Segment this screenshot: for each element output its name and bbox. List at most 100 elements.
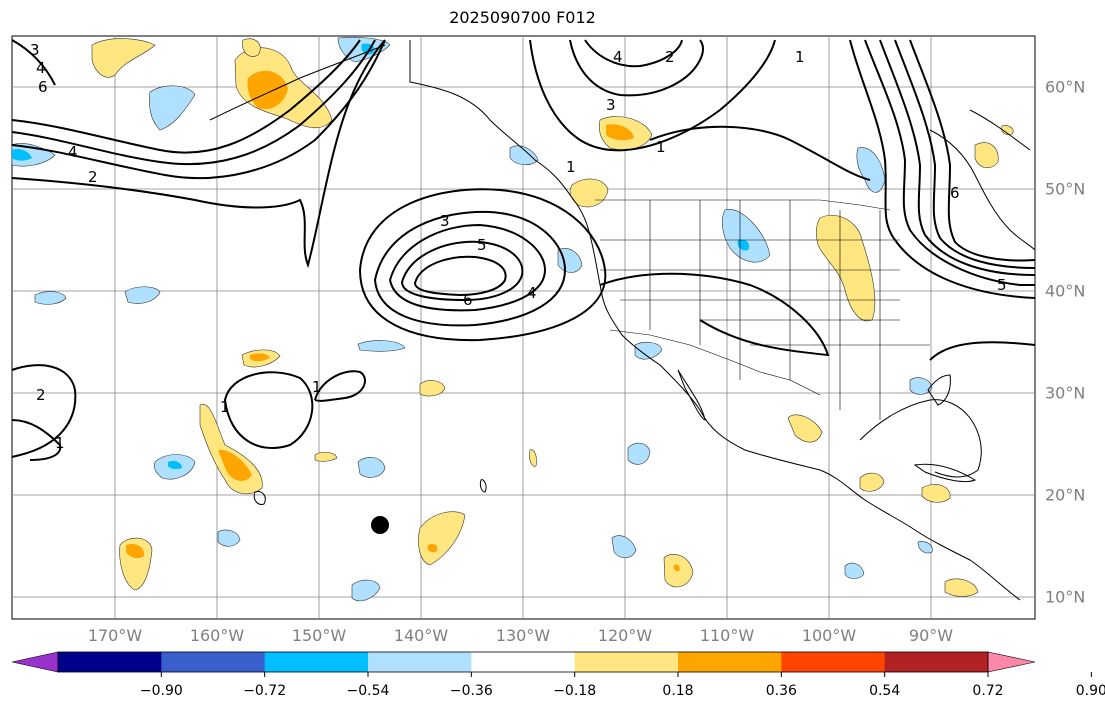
contour-label: 4 [527, 284, 537, 302]
negative-patch-core [737, 239, 750, 251]
colorbar-tick-label: 0.72 [972, 683, 1004, 699]
contour-label: 5 [477, 236, 487, 254]
contour [569, 39, 704, 97]
borders [595, 199, 930, 420]
negative-patch [917, 541, 933, 554]
contour [358, 188, 607, 342]
baja-coast [677, 369, 706, 421]
contour [11, 39, 376, 166]
north-america-coast [409, 40, 1021, 601]
cuba [913, 463, 977, 483]
colorbar-tick-label: 0.18 [662, 683, 694, 699]
negative-patch [634, 341, 663, 360]
lat-label: 50°N [1045, 179, 1086, 199]
lon-label: 120°W [597, 626, 653, 645]
negative-patch [721, 209, 771, 263]
positive-patch [242, 38, 261, 57]
colorbar-tick-label: −0.18 [553, 683, 597, 699]
negative-patch [611, 535, 637, 559]
contour-label: 2 [36, 386, 46, 404]
positive-patch [921, 484, 951, 503]
positive-patch [1001, 125, 1014, 135]
contour-lines [11, 39, 1036, 461]
contour-label: 1 [566, 158, 576, 176]
negative-patch [34, 291, 67, 305]
anomaly-patches [11, 36, 1014, 602]
colorbar-tick-label: 0.36 [765, 683, 797, 699]
positive-patch [91, 38, 156, 78]
contour [649, 125, 871, 181]
lon-label: 110°W [699, 626, 755, 645]
negative-patch [856, 147, 886, 193]
positive-patch-core [427, 543, 438, 553]
map-frame [11, 35, 1036, 620]
positive-patch [815, 214, 876, 322]
contour [11, 39, 386, 269]
contour [879, 39, 1036, 276]
contour-label: 2 [88, 168, 98, 186]
contour-label: 1 [220, 398, 230, 416]
contour [849, 39, 1036, 299]
contour-label: 1 [656, 138, 666, 156]
colorbar-tick-label: 0.90 [1075, 683, 1105, 699]
contour-label: 6 [38, 78, 48, 96]
contour-label: 5 [997, 276, 1007, 294]
positive-patch [944, 578, 979, 597]
contour [373, 210, 567, 327]
colorbar-tick-label: −0.36 [449, 683, 493, 699]
gulf-coast [859, 399, 982, 478]
positive-patch-core [673, 564, 680, 572]
positive-patch [419, 380, 446, 397]
lat-label: 20°N [1045, 485, 1086, 505]
negative-patch [357, 457, 386, 478]
colorbar-tick-label: 0.54 [869, 683, 901, 699]
positive-patch [974, 142, 999, 169]
contour [223, 371, 314, 449]
positive-patch [418, 511, 466, 566]
contour-label: 3 [440, 212, 450, 230]
contour-label: 2 [665, 48, 675, 66]
lon-label: 130°W [495, 626, 551, 645]
contour-label: 4 [68, 143, 78, 161]
contour-label: 6 [463, 291, 473, 309]
contour-label: 4 [613, 48, 623, 66]
negative-patch [351, 579, 381, 602]
colorbar-tick-label: −0.54 [346, 683, 390, 699]
negative-patch [149, 85, 196, 131]
contour [388, 223, 547, 312]
contour [599, 272, 830, 357]
lon-label: 170°W [87, 626, 143, 645]
lon-label: 140°W [393, 626, 449, 645]
positive-patch [529, 449, 537, 467]
contour [909, 39, 1036, 262]
contour-label-group: 1 1 1 1 1 1 2 2 2 3 3 3 4 4 4 4 5 5 6 6 … [30, 41, 1007, 452]
map-title: 2025090700 F012 [449, 8, 596, 27]
contour-label: 4 [36, 59, 46, 77]
contour [584, 39, 683, 68]
us-canada-border [595, 199, 891, 211]
lon-label: 160°W [189, 626, 245, 645]
canada-east-coast [969, 109, 1031, 151]
lat-label: 40°N [1045, 281, 1086, 301]
colorbar-tick-label: −0.72 [243, 683, 287, 699]
contour [929, 341, 1036, 361]
coastlines [209, 40, 1036, 601]
negative-patch-core [12, 149, 32, 161]
location-marker [371, 516, 389, 534]
contour [314, 370, 366, 402]
alaska-coast [209, 44, 386, 121]
contour-label: 6 [950, 184, 960, 202]
lat-label: 30°N [1045, 383, 1086, 403]
positive-patch [859, 472, 885, 492]
contour-label: 1 [312, 378, 322, 396]
colorbar-tick-label: −0.90 [139, 683, 183, 699]
contour [529, 39, 776, 152]
positive-patch-core [247, 70, 288, 110]
hudson-area [929, 129, 1036, 251]
positive-patch-core [218, 449, 252, 482]
positive-patch [787, 414, 823, 443]
contour [11, 364, 77, 458]
negative-patch [357, 340, 406, 352]
negative-patch [217, 529, 241, 547]
contour-label: 1 [795, 48, 805, 66]
